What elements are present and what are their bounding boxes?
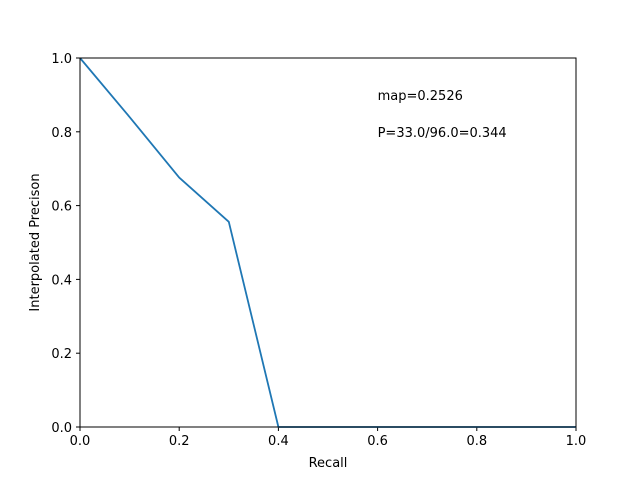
y-axis-label: Interpolated Precison — [28, 173, 43, 311]
plot-area-frame — [79, 57, 577, 428]
y-tick-label: 0.4 — [51, 273, 72, 288]
series-layer — [79, 57, 576, 428]
y-tick-label: 0.2 — [51, 347, 72, 362]
annotation-text: P=33.0/96.0=0.344 — [378, 126, 507, 141]
annotation-text: map=0.2526 — [378, 89, 463, 104]
y-tick-label: 1.0 — [51, 52, 72, 67]
x-tick-label: 0.8 — [466, 434, 487, 449]
y-axis-ticks: 0.0 0.2 0.4 0.6 0.8 1.0 — [51, 52, 80, 436]
x-tick-label: 0.6 — [367, 434, 388, 449]
x-axis-label: Recall — [309, 456, 348, 471]
y-tick-label: 0.0 — [51, 421, 72, 436]
x-tick-label: 0.4 — [268, 434, 289, 449]
x-tick-label: 0.0 — [70, 434, 91, 449]
y-tick-label: 0.6 — [51, 200, 72, 215]
y-tick-label: 0.8 — [51, 126, 72, 141]
x-tick-label: 0.2 — [169, 434, 190, 449]
annotations-layer: map=0.2526 P=33.0/96.0=0.344 — [378, 89, 507, 141]
x-axis-ticks: 0.0 0.2 0.4 0.6 0.8 1.0 — [70, 427, 587, 449]
x-tick-label: 1.0 — [566, 434, 587, 449]
series-line-0 — [79, 57, 576, 428]
